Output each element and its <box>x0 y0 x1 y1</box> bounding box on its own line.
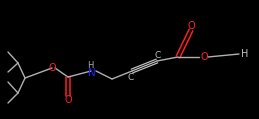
Text: C: C <box>155 50 161 60</box>
Text: O: O <box>200 52 208 62</box>
Text: H: H <box>241 49 249 59</box>
Text: N: N <box>88 68 96 78</box>
Text: O: O <box>187 21 195 31</box>
Text: O: O <box>48 63 56 73</box>
Text: H: H <box>87 62 93 70</box>
Text: C: C <box>128 72 134 82</box>
Text: O: O <box>64 95 72 105</box>
